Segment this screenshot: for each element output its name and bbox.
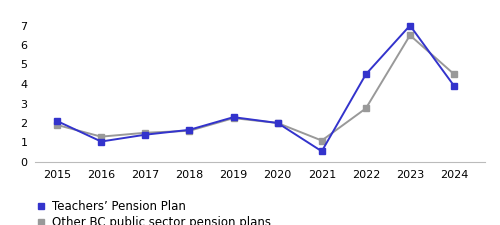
Legend: Teachers’ Pension Plan, Other BC public sector pension plans: Teachers’ Pension Plan, Other BC public … [36, 200, 271, 225]
